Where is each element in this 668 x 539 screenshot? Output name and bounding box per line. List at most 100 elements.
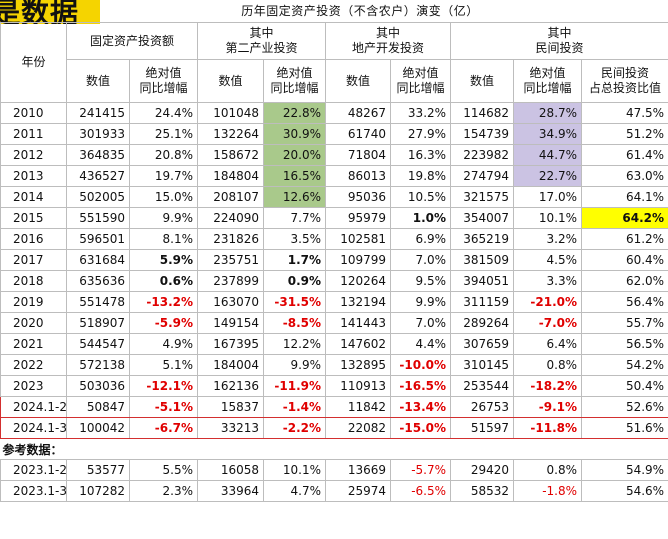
fixed-yoy-cell: -6.7% [128, 417, 199, 439]
year-cell: 2024.1-3 [0, 417, 67, 439]
investment-table: 年份 固定资产投资额 其中 第二产业投资 其中 地产开发投资 其中 民间投资 数值 绝… [0, 22, 668, 502]
realestate-yoy-cell: 16.3% [390, 144, 452, 166]
secondary-value-cell: 163070 [197, 291, 265, 313]
year-cell: 2023 [0, 375, 67, 397]
private-value-cell: 154739 [450, 123, 515, 145]
private-share-cell: 60.4% [581, 249, 668, 271]
fixed-value-cell: 502005 [66, 186, 130, 208]
fixed-yoy-cell: 25.1% [128, 123, 199, 145]
secondary-yoy-cell: 10.1% [263, 459, 327, 481]
private-value-cell: 311159 [450, 291, 515, 313]
realestate-value-cell: 109799 [325, 249, 392, 271]
realestate-value-cell: 11842 [325, 396, 392, 418]
fixed-value-cell: 301933 [66, 123, 130, 145]
private-value-cell: 310145 [450, 354, 515, 376]
realestate-yoy-cell: 19.8% [390, 165, 452, 187]
private-yoy-cell: 3.3% [513, 270, 583, 292]
fixed-yoy-cell: -12.1% [128, 375, 199, 397]
secondary-value-cell: 16058 [197, 459, 265, 481]
secondary-value-cell: 158672 [197, 144, 265, 166]
table-row: 2015 551590 9.9% 224090 7.7% 95979 1.0% 354007 1… [0, 207, 668, 229]
realestate-value-cell: 48267 [325, 102, 392, 124]
realestate-value-cell: 22082 [325, 417, 392, 439]
realestate-yoy-cell: 9.5% [390, 270, 452, 292]
table-row: 2012 364835 20.8% 158672 20.0% 71804 16.3% 2239… [0, 144, 668, 166]
secondary-yoy-cell: 1.7% [263, 249, 327, 271]
value-header: 数值 [325, 59, 392, 103]
year-cell: 2018 [0, 270, 67, 292]
secondary-yoy-cell: -2.2% [263, 417, 327, 439]
fixed-value-cell: 50847 [66, 396, 130, 418]
fixed-value-cell: 572138 [66, 354, 130, 376]
value-header: 数值 [197, 59, 265, 103]
private-yoy-cell: -7.0% [513, 312, 583, 334]
private-yoy-cell: 22.7% [513, 165, 583, 187]
year-cell: 2023.1-3 [0, 480, 67, 502]
private-share-cell: 64.1% [581, 186, 668, 208]
realestate-value-cell: 13669 [325, 459, 392, 481]
fixed-yoy-cell: -5.1% [128, 396, 199, 418]
value-header: 数值 [66, 59, 130, 103]
secondary-yoy-cell: 20.0% [263, 144, 327, 166]
private-share-cell: 54.6% [581, 480, 668, 502]
private-value-cell: 274794 [450, 165, 515, 187]
private-share-cell: 51.2% [581, 123, 668, 145]
secondary-yoy-cell: 3.5% [263, 228, 327, 250]
fixed-yoy-cell: 20.8% [128, 144, 199, 166]
secondary-yoy-cell: 9.9% [263, 354, 327, 376]
realestate-value-cell: 102581 [325, 228, 392, 250]
private-value-cell: 58532 [450, 480, 515, 502]
private-yoy-cell: 0.8% [513, 354, 583, 376]
realestate-value-cell: 120264 [325, 270, 392, 292]
fixed-value-cell: 544547 [66, 333, 130, 355]
private-value-cell: 381509 [450, 249, 515, 271]
year-cell: 2023.1-2 [0, 459, 67, 481]
reference-label-row: 参考数据： [1, 439, 668, 460]
realestate-yoy-cell: -5.7% [390, 459, 452, 481]
secondary-value-cell: 167395 [197, 333, 265, 355]
fixed-yoy-cell: 8.1% [128, 228, 199, 250]
private-value-cell: 253544 [450, 375, 515, 397]
table-row: 2020 518907 -5.9% 149154 -8.5% 141443 7.0% 2892… [0, 312, 668, 334]
year-cell: 2016 [0, 228, 67, 250]
table-row: 2018 635636 0.6% 237899 0.9% 120264 9.5% 394051… [0, 270, 668, 292]
private-value-cell: 394051 [450, 270, 515, 292]
realestate-yoy-cell: 7.0% [390, 249, 452, 271]
private-share-cell: 56.4% [581, 291, 668, 313]
fixed-yoy-cell: 0.6% [128, 270, 199, 292]
fixed-yoy-cell: 15.0% [128, 186, 199, 208]
secondary-yoy-cell: -1.4% [263, 396, 327, 418]
private-yoy-cell: -18.2% [513, 375, 583, 397]
yoy-header: 绝对值 同比增幅 [263, 59, 327, 103]
secondary-yoy-cell: 16.5% [263, 165, 327, 187]
secondary-value-cell: 132264 [197, 123, 265, 145]
fixed-value-cell: 53577 [66, 459, 130, 481]
secondary-yoy-cell: -31.5% [263, 291, 327, 313]
yoy-header: 绝对值 同比增幅 [513, 59, 583, 103]
table-title: 历年固定资产投资（不含农户）演变（亿） [241, 4, 479, 18]
secondary-yoy-cell: 4.7% [263, 480, 327, 502]
private-value-cell: 223982 [450, 144, 515, 166]
fixed-yoy-cell: 19.7% [128, 165, 199, 187]
value-header: 数值 [450, 59, 515, 103]
secondary-yoy-cell: 7.7% [263, 207, 327, 229]
fixed-value-cell: 107282 [66, 480, 130, 502]
private-share-cell: 47.5% [581, 102, 668, 124]
realestate-yoy-cell: -15.0% [390, 417, 452, 439]
secondary-yoy-cell: 12.2% [263, 333, 327, 355]
realestate-value-cell: 147602 [325, 333, 392, 355]
fixed-value-cell: 631684 [66, 249, 130, 271]
fixed-value-cell: 551478 [66, 291, 130, 313]
private-share-cell: 54.9% [581, 459, 668, 481]
year-cell: 2022 [0, 354, 67, 376]
secondary-yoy-cell: 12.6% [263, 186, 327, 208]
fixed-yoy-cell: 4.9% [128, 333, 199, 355]
fixed-value-cell: 503036 [66, 375, 130, 397]
private-share-cell: 61.4% [581, 144, 668, 166]
realestate-yoy-cell: 27.9% [390, 123, 452, 145]
secondary-yoy-cell: 22.8% [263, 102, 327, 124]
secondary-yoy-cell: 30.9% [263, 123, 327, 145]
private-yoy-cell: 4.5% [513, 249, 583, 271]
private-yoy-cell: -11.8% [513, 417, 583, 439]
year-cell: 2014 [0, 186, 67, 208]
